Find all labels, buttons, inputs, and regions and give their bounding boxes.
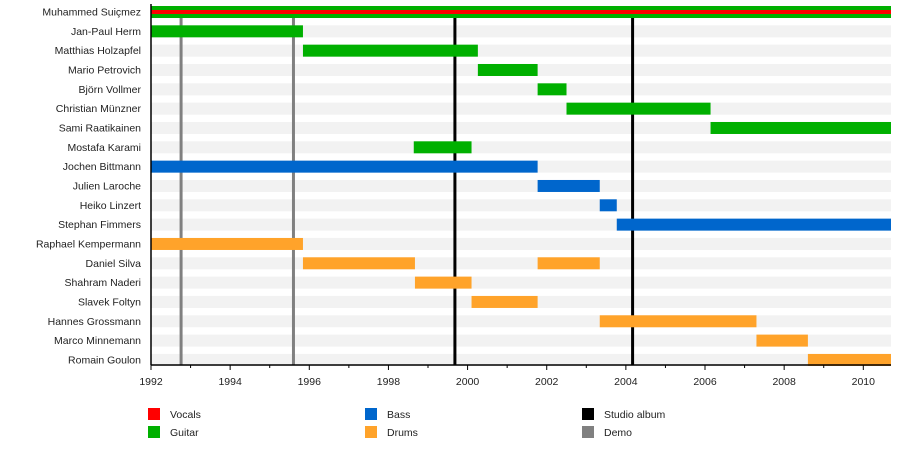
legend-label: Studio album — [604, 409, 666, 421]
x-tick-label: 2004 — [614, 376, 638, 388]
bar-guitar — [413, 141, 472, 154]
legend-label: Drums — [387, 427, 418, 439]
bar-drums — [302, 257, 415, 270]
member-name: Daniel Silva — [86, 258, 142, 270]
row-stripe — [151, 44, 891, 57]
row-stripe — [151, 25, 891, 38]
bar-drums — [414, 276, 472, 289]
bar-guitar — [537, 83, 567, 96]
member-name: Björn Vollmer — [79, 84, 142, 96]
row-stripe — [151, 315, 891, 328]
legend-label: Demo — [604, 427, 632, 439]
bar-bass — [616, 218, 891, 231]
bar-bass — [599, 199, 617, 212]
bar-drums — [599, 315, 757, 328]
member-name: Hannes Grossmann — [48, 316, 142, 328]
bar-guitar — [302, 44, 478, 57]
bar-drums — [471, 295, 538, 308]
bar-guitar — [477, 63, 538, 76]
legend-label: Bass — [387, 409, 410, 421]
member-name: Julien Laroche — [73, 180, 141, 192]
x-tick-label: 2008 — [772, 376, 796, 388]
bar-drums — [151, 237, 303, 250]
member-name: Jochen Bittmann — [63, 161, 141, 173]
bar-bass — [151, 160, 538, 173]
bar-drums — [537, 257, 600, 270]
x-tick-label: 2010 — [852, 376, 876, 388]
bar-drums — [807, 353, 891, 366]
legend-swatch-bass — [365, 408, 377, 420]
x-tick-label: 1994 — [218, 376, 242, 388]
member-name: Raphael Kempermann — [36, 238, 141, 250]
row-stripe — [151, 257, 891, 270]
legend-swatch-guitar — [148, 426, 160, 438]
member-name: Matthias Holzapfel — [55, 45, 141, 57]
row-stripe — [151, 199, 891, 212]
legend-swatch-drums — [365, 426, 377, 438]
x-tick-label: 2002 — [535, 376, 559, 388]
row-stripe — [151, 237, 891, 250]
member-name: Heiko Linzert — [80, 200, 141, 212]
x-tick-label: 1996 — [298, 376, 322, 388]
member-name: Stephan Fimmers — [58, 219, 141, 231]
x-tick-label: 2000 — [456, 376, 480, 388]
bar-vocals — [151, 10, 891, 14]
row-stripe — [151, 353, 891, 366]
row-stripe — [151, 121, 891, 134]
row-stripe — [151, 102, 891, 115]
member-name: Christian Münzner — [56, 103, 142, 115]
member-name: Mostafa Karami — [67, 142, 141, 154]
member-name: Marco Minnemann — [54, 335, 141, 347]
member-name: Romain Goulon — [68, 354, 141, 366]
member-name: Sami Raatikainen — [59, 122, 141, 134]
x-tick-label: 1998 — [377, 376, 401, 388]
legend-swatch-studio-album — [582, 408, 594, 420]
member-name: Jan-Paul Herm — [71, 26, 141, 38]
bar-guitar — [151, 25, 303, 38]
row-stripe — [151, 141, 891, 154]
row-stripe — [151, 276, 891, 289]
bar-drums — [756, 334, 808, 347]
member-name: Mario Petrovich — [68, 64, 141, 76]
x-tick-label: 1992 — [139, 376, 163, 388]
member-name: Shahram Naderi — [65, 277, 141, 289]
legend-label: Vocals — [170, 409, 201, 421]
bar-guitar — [710, 121, 891, 134]
x-tick-label: 2006 — [693, 376, 717, 388]
row-stripe — [151, 334, 891, 347]
bar-bass — [537, 179, 600, 192]
legend-swatch-demo — [582, 426, 594, 438]
row-stripe — [151, 83, 891, 96]
row-stripe — [151, 179, 891, 192]
legend-swatch-vocals — [148, 408, 160, 420]
member-name: Slavek Foltyn — [78, 296, 141, 308]
legend-label: Guitar — [170, 427, 199, 439]
member-name: Muhammed Suiçmez — [42, 7, 141, 19]
bar-guitar — [566, 102, 711, 115]
